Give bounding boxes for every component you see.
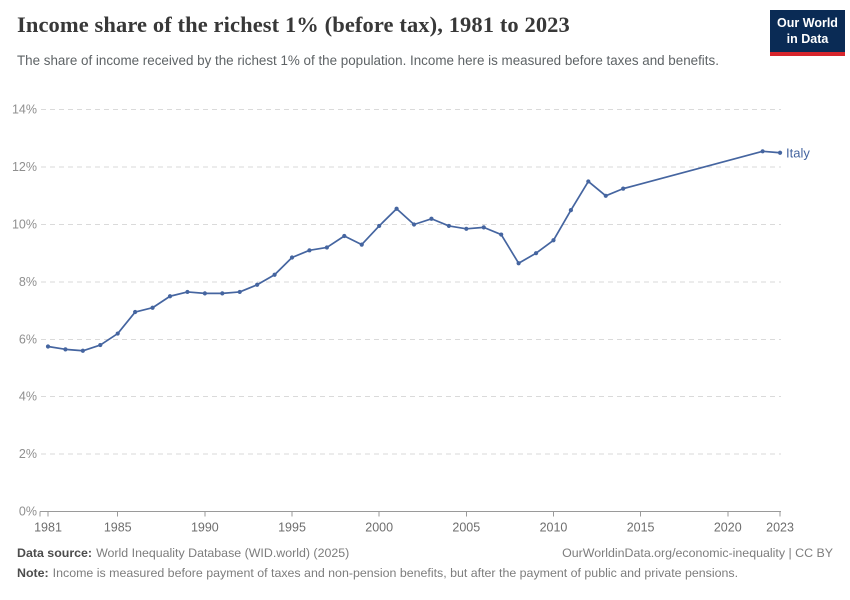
data-point-marker[interactable] (394, 206, 399, 211)
x-tick-label: 2015 (627, 521, 655, 535)
data-source-label: Data source: (17, 546, 93, 560)
chart-footer: Data source: World Inequality Database (W… (17, 544, 833, 584)
chart-note: Note: Income is measured before payment o… (17, 564, 833, 584)
y-tick-label: 8% (19, 275, 37, 289)
data-point-marker[interactable] (237, 289, 242, 295)
x-tick-label: 1985 (104, 521, 132, 535)
x-tick-label: 2010 (540, 521, 568, 535)
y-tick-label: 12% (12, 160, 37, 174)
series-end-label[interactable]: Italy (786, 145, 810, 160)
data-point-marker[interactable] (324, 245, 329, 250)
note-label: Note: (17, 565, 49, 580)
data-point-marker[interactable] (464, 226, 469, 231)
data-point-marker[interactable] (359, 242, 364, 247)
owid-logo: Our World in Data (770, 10, 845, 57)
data-point-marker[interactable] (446, 223, 451, 229)
data-point-marker[interactable] (499, 232, 504, 237)
data-point-marker[interactable] (429, 216, 434, 221)
y-tick-label: 2% (19, 447, 37, 461)
note-text: Income is measured before payment of tax… (52, 565, 739, 580)
data-point-marker[interactable] (272, 272, 277, 277)
data-point-marker[interactable] (481, 225, 486, 230)
x-tick-label: 2000 (365, 521, 393, 535)
data-point-marker[interactable] (133, 309, 138, 315)
data-point-marker[interactable] (307, 248, 312, 253)
data-point-marker[interactable] (411, 222, 417, 227)
data-source-text: World Inequality Database (WID.world) (2… (96, 546, 350, 560)
trend-line[interactable] (47, 150, 781, 352)
data-point-marker[interactable] (115, 331, 120, 336)
x-tick-label: 2005 (452, 521, 480, 535)
data-point-marker[interactable] (289, 255, 295, 260)
data-point-marker[interactable] (533, 251, 539, 256)
x-tick-label: 1990 (191, 521, 219, 535)
data-point-marker[interactable] (202, 291, 207, 296)
data-point-marker[interactable] (255, 282, 260, 287)
y-tick-label: 0% (19, 505, 37, 519)
data-point-marker[interactable] (760, 149, 765, 154)
y-tick-label: 4% (19, 390, 37, 404)
data-source: Data source: World Inequality Database (W… (17, 544, 349, 564)
data-point-marker[interactable] (342, 233, 347, 239)
owid-logo-line1: Our World (777, 16, 838, 30)
x-tick-label: 1995 (278, 521, 306, 535)
data-point-marker[interactable] (603, 193, 608, 198)
data-point-marker[interactable] (377, 223, 382, 229)
data-point-marker[interactable] (220, 291, 225, 296)
y-tick-label: 6% (19, 332, 37, 346)
data-point-marker[interactable] (80, 348, 85, 353)
data-point-marker[interactable] (185, 289, 190, 295)
data-point-marker[interactable] (45, 344, 51, 349)
data-point-marker[interactable] (621, 186, 626, 191)
attribution-link[interactable]: OurWorldinData.org/economic-inequality |… (562, 546, 833, 560)
x-tick-label: 1981 (34, 521, 62, 535)
x-tick-label: 2023 (766, 521, 794, 535)
data-point-marker[interactable] (551, 238, 556, 243)
data-point-marker[interactable] (98, 342, 103, 348)
data-point-marker[interactable] (586, 179, 591, 184)
data-point-marker[interactable] (777, 150, 783, 155)
data-point-marker[interactable] (150, 305, 155, 310)
owid-logo-line2: in Data (786, 31, 829, 46)
data-point-marker[interactable] (167, 294, 173, 299)
data-point-marker[interactable] (63, 347, 68, 352)
y-tick-label: 14% (12, 103, 37, 117)
chart-subtitle: The share of income received by the rich… (17, 53, 719, 68)
data-point-marker[interactable] (568, 208, 574, 213)
data-point-marker[interactable] (516, 261, 521, 266)
x-tick-label: 2020 (714, 521, 742, 535)
page-title: Income share of the richest 1% (before t… (17, 12, 570, 37)
y-tick-label: 10% (12, 218, 37, 232)
